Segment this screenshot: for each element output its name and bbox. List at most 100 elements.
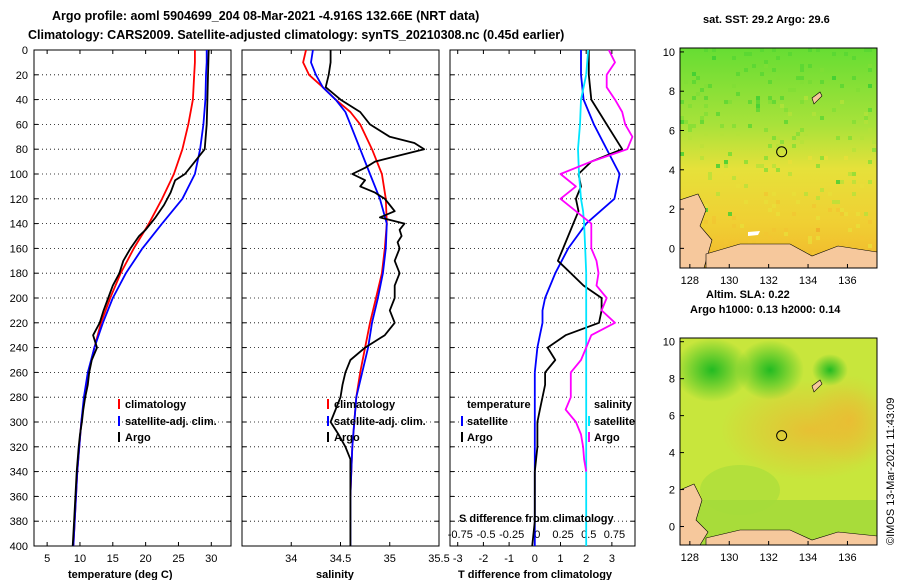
sst-pixel — [756, 164, 760, 168]
sst-pixel — [768, 236, 772, 240]
sst-pixel — [704, 96, 708, 100]
s-difference-label: S difference from climatology — [459, 513, 615, 525]
credit-text: ©IMOS 13-Mar-2021 11:43:09 — [885, 398, 897, 545]
sst-pixel — [704, 204, 708, 208]
sla-lat-axis: 10 8 6 4 2 0 — [663, 337, 684, 534]
sla-low-anomaly-2 — [736, 340, 804, 400]
sst-pixel — [736, 184, 740, 188]
legend-swatch-satellite — [118, 416, 120, 426]
sst-pixel — [756, 96, 760, 100]
land-mass-west — [680, 193, 713, 268]
map-lat-label: 8 — [669, 374, 675, 386]
sst-pixel — [844, 156, 848, 160]
sst-pixel — [792, 212, 796, 216]
sst-pixel — [836, 136, 840, 140]
s-tick-label: -0.5 — [476, 529, 495, 541]
depth-tick-label: 280 — [10, 392, 28, 404]
sst-pixel — [856, 212, 860, 216]
map-lon-label: 134 — [799, 275, 817, 287]
sst-pixel — [816, 216, 820, 220]
legend-t-satellite: satellite — [467, 416, 508, 428]
depth-tick-label: 300 — [10, 417, 28, 429]
sst-pixel — [836, 208, 840, 212]
sst-pixel — [740, 224, 744, 228]
sst-pixel — [840, 180, 844, 184]
white-patch — [748, 231, 760, 236]
sst-pixel — [680, 100, 684, 104]
sst-pixel — [716, 164, 720, 168]
map-lon-label: 136 — [838, 552, 856, 564]
sst-pixel — [804, 192, 808, 196]
depth-tick-label: 120 — [10, 194, 28, 206]
sst-pixel — [808, 156, 812, 160]
sst-pixel — [868, 244, 872, 248]
sst-pixel — [692, 124, 696, 128]
x-tick-label: 25 — [172, 553, 184, 565]
sst-pixel — [712, 48, 716, 52]
sst-pixel — [796, 132, 800, 136]
s-tick-label: 0 — [534, 529, 540, 541]
sla-land-south — [705, 529, 877, 545]
legend-argo: Argo — [125, 432, 151, 444]
depth-tick-label: 220 — [10, 318, 28, 330]
sst-pixel — [684, 172, 688, 176]
sst-pixel — [696, 92, 700, 96]
sst-pixel — [796, 200, 800, 204]
sst-pixel — [684, 80, 688, 84]
t-difference-x-label: T difference from climatology — [458, 569, 613, 580]
sst-pixel — [848, 172, 852, 176]
depth-tick-label: 40 — [16, 95, 28, 107]
sla-map-title-1: Altim. SLA: 0.22 — [706, 289, 790, 301]
legend-swatch-argo-2 — [327, 432, 329, 442]
sst-pixel — [848, 136, 852, 140]
sst-pixel — [688, 136, 692, 140]
sst-pixel — [796, 136, 800, 140]
sst-pixel — [760, 164, 764, 168]
sst-pixel — [816, 228, 820, 232]
sst-pixel — [708, 84, 712, 88]
legend-swatch-t-satellite — [461, 416, 463, 426]
sst-pixel — [808, 48, 812, 52]
sst-pixel — [684, 120, 688, 124]
sst-lon-axis: 128 130 132 134 136 — [681, 264, 857, 287]
sst-pixel — [756, 108, 760, 112]
sst-pixel — [700, 144, 704, 148]
depth-tick-label: 20 — [16, 70, 28, 82]
x-tick-label: -2 — [479, 553, 489, 565]
map-lon-label: 134 — [799, 552, 817, 564]
s-tick-label: 0.25 — [552, 529, 573, 541]
legend-t-argo: Argo — [467, 432, 493, 444]
sst-pixel — [712, 220, 716, 224]
sst-pixel — [788, 52, 792, 56]
sla-low-anomaly-4 — [700, 465, 780, 515]
sst-pixel — [868, 108, 872, 112]
sst-pixel — [800, 128, 804, 132]
sst-pixel — [700, 120, 704, 124]
s-tick-label: 0.5 — [581, 529, 596, 541]
sst-pixel — [800, 68, 804, 72]
sst-pixel — [704, 48, 708, 52]
map-lat-label: 8 — [669, 86, 675, 98]
sst-pixel — [680, 172, 684, 176]
sst-argo-location-marker — [776, 146, 788, 158]
s-tick-label: -0.75 — [448, 529, 473, 541]
sst-pixel — [688, 124, 692, 128]
sst-pixel — [724, 160, 728, 164]
map-lat-label: 0 — [669, 522, 675, 534]
depth-tick-label: 100 — [10, 169, 28, 181]
sst-pixel — [688, 104, 692, 108]
sla-map-frame — [679, 337, 878, 546]
sst-pixel — [768, 100, 772, 104]
difference-legend: temperature salinity satellite Argo sate… — [461, 399, 635, 444]
sla-land-west — [680, 483, 709, 545]
sst-pixel — [768, 168, 772, 172]
sst-pixel — [776, 212, 780, 216]
sst-pixel — [692, 96, 696, 100]
sst-pixel — [704, 132, 708, 136]
sst-pixel — [748, 124, 752, 128]
sst-pixel — [764, 232, 768, 236]
sst-pixel — [772, 204, 776, 208]
series-argo — [324, 50, 426, 546]
sla-land — [680, 379, 877, 545]
sst-pixel — [768, 208, 772, 212]
